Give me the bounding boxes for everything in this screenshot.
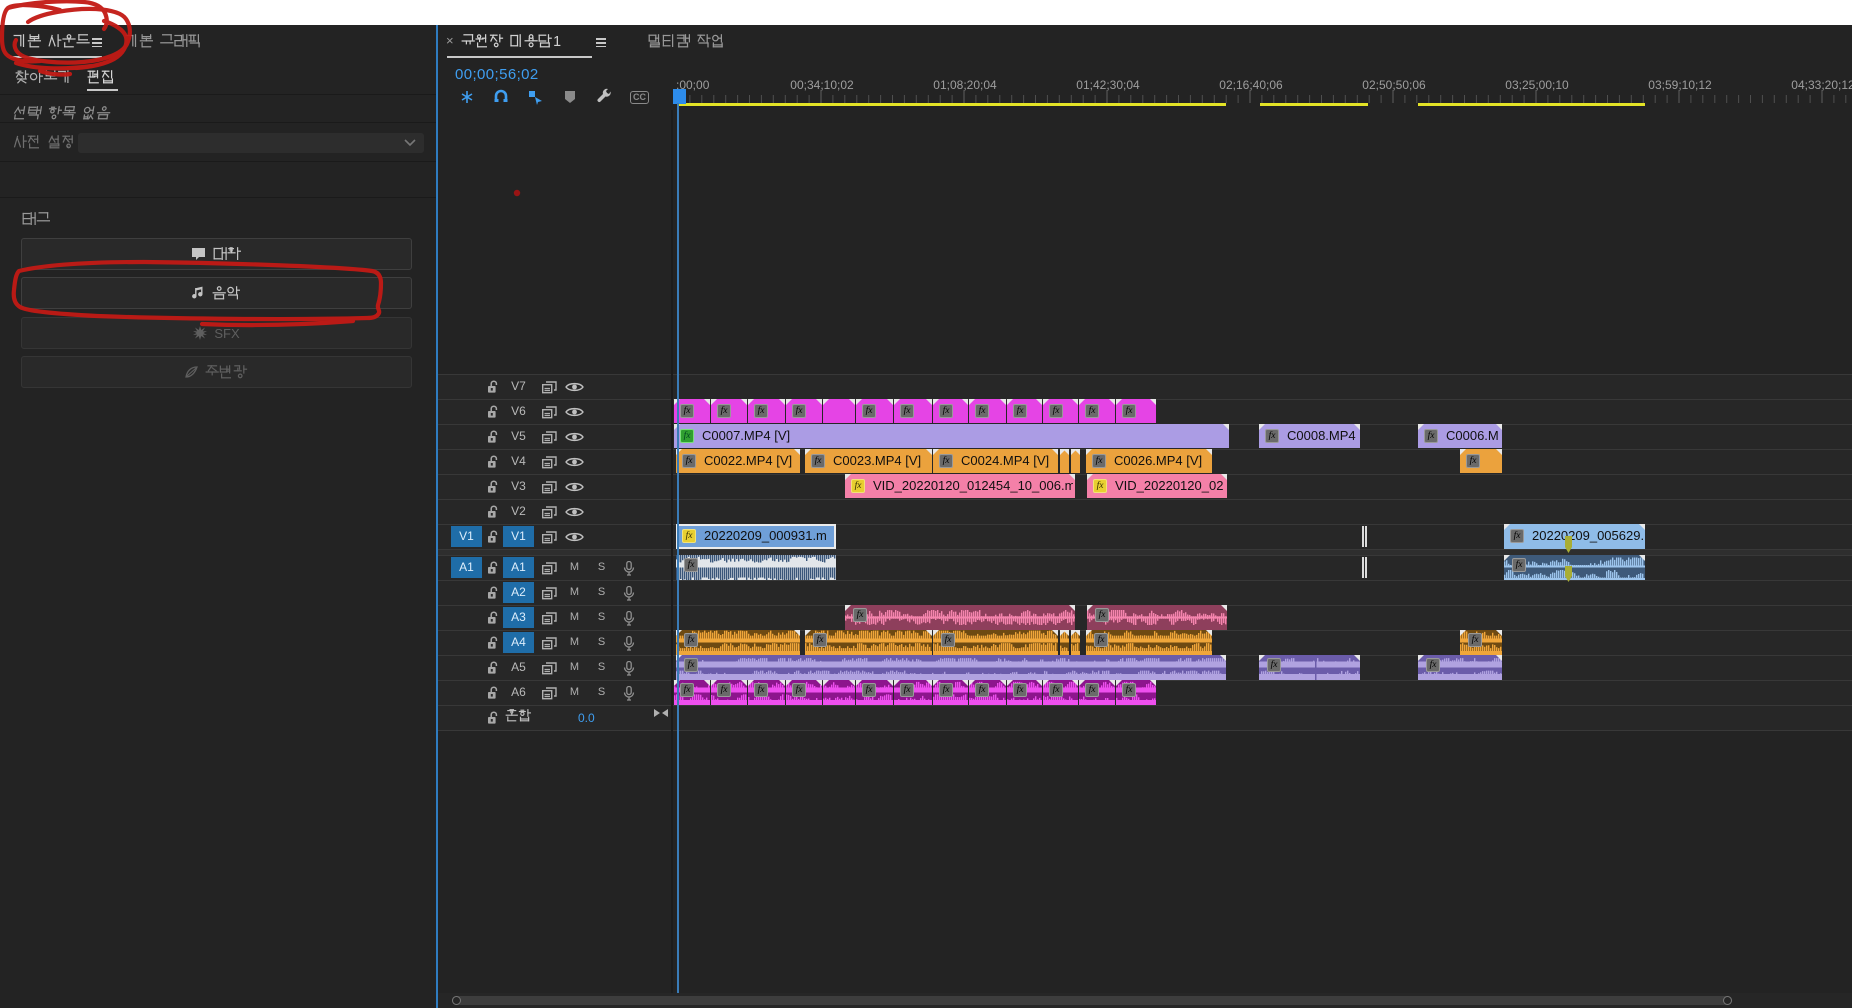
svg-text:1: 1 [553, 34, 561, 50]
